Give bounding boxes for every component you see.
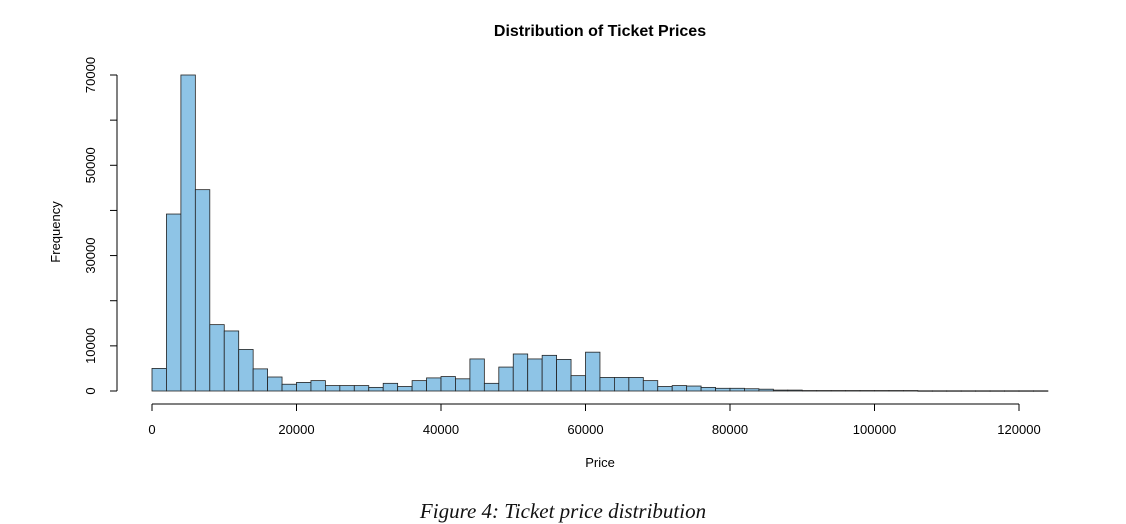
histogram-bar [397, 386, 413, 392]
histogram-bar [1018, 390, 1034, 392]
histogram-bar [946, 390, 962, 392]
histogram-bar [903, 390, 919, 392]
histogram-chart: Distribution of Ticket Prices Frequency … [48, 23, 1049, 470]
histogram-bar [859, 390, 875, 392]
histogram-bar [960, 390, 977, 392]
x-tick-label: 40000 [423, 422, 459, 437]
histogram-bar [411, 380, 427, 392]
histogram-bar [729, 387, 745, 392]
histogram-bar [830, 390, 847, 392]
y-tick-label: 0 [83, 387, 98, 394]
histogram-bar [382, 382, 399, 392]
figure-caption: Figure 4: Ticket price distribution [419, 499, 707, 523]
histogram-bar [252, 368, 268, 392]
histogram-bar [426, 377, 442, 392]
histogram-bar [772, 389, 789, 392]
histogram-bar [585, 351, 601, 392]
histogram-bar [845, 390, 861, 392]
histogram-bar [527, 358, 543, 392]
histogram-bar [209, 324, 225, 392]
histogram-bar [151, 368, 167, 392]
histogram-bar [758, 388, 774, 392]
bars-group [151, 74, 1049, 392]
histogram-bar [469, 358, 485, 392]
histogram-bar [715, 387, 731, 392]
histogram-bar [541, 354, 558, 392]
y-tick-label: 50000 [83, 147, 98, 183]
histogram-bar [614, 377, 630, 392]
histogram-bar [556, 358, 572, 392]
histogram-bar [671, 385, 688, 392]
histogram-bar [744, 388, 760, 392]
histogram-bar [166, 213, 182, 392]
histogram-bar [455, 378, 471, 392]
y-tick-label: 30000 [83, 237, 98, 273]
chart-title: Distribution of Ticket Prices [494, 23, 706, 40]
x-tick-label: 0 [148, 422, 155, 437]
histogram-bar [223, 330, 240, 392]
histogram-bar [931, 390, 948, 392]
histogram-bar [975, 390, 991, 392]
histogram-bar [642, 380, 659, 392]
histogram-bar [628, 377, 644, 392]
x-tick-label: 120000 [997, 422, 1040, 437]
histogram-bar [657, 386, 673, 392]
y-axis: 0 10000 30000 50000 70000 [83, 57, 118, 395]
histogram-bar [296, 382, 312, 392]
histogram-bar [324, 385, 341, 392]
histogram-bar [267, 376, 283, 392]
y-tick-label: 70000 [83, 57, 98, 93]
x-tick-label: 60000 [567, 422, 603, 437]
histogram-bar [686, 385, 702, 392]
histogram-bar [874, 390, 890, 392]
x-tick-label: 100000 [853, 422, 896, 437]
histogram-bar [989, 390, 1005, 392]
histogram-bar [180, 74, 196, 392]
histogram-bar [700, 386, 716, 392]
y-tick-label: 10000 [83, 328, 98, 364]
histogram-bar [353, 385, 370, 392]
histogram-bar [816, 390, 832, 392]
histogram-bar [310, 380, 326, 392]
x-axis-label: Price [585, 455, 615, 470]
x-tick-label: 20000 [278, 422, 314, 437]
histogram-bar [787, 389, 803, 392]
histogram-bar [917, 390, 933, 392]
x-tick-label: 80000 [712, 422, 748, 437]
histogram-bar [498, 366, 514, 392]
histogram-bar [599, 377, 615, 392]
histogram-bar [281, 383, 297, 392]
histogram-bar [1004, 390, 1020, 392]
histogram-bar [512, 353, 529, 392]
histogram-bar [368, 386, 384, 392]
histogram-bar [1033, 390, 1049, 392]
histogram-bar [238, 349, 254, 392]
histogram-bar [194, 189, 211, 392]
histogram-bar [440, 376, 456, 392]
histogram-bar [339, 385, 355, 392]
histogram-bar [801, 390, 818, 392]
y-axis-label: Frequency [48, 201, 63, 263]
histogram-bar [570, 375, 586, 392]
histogram-bar [483, 382, 500, 392]
histogram-bar [888, 390, 904, 392]
x-axis: 0 20000 40000 60000 80000 100000 120000 [148, 403, 1041, 437]
